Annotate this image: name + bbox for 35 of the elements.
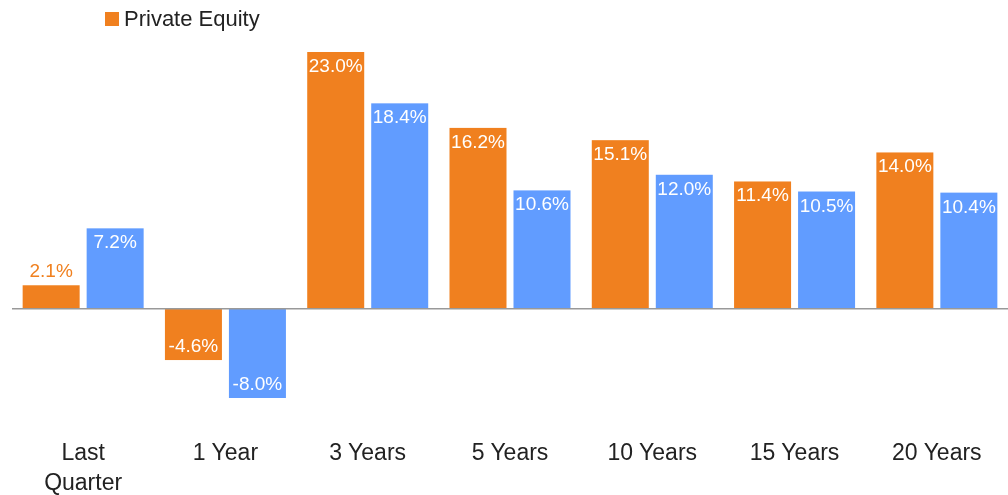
data-label: 10.4% — [941, 195, 996, 217]
data-label: 7.2% — [93, 231, 137, 253]
x-tick-label: 15 Years — [749, 439, 840, 465]
x-tick-label: 3 Years — [329, 439, 407, 465]
data-label: 12.0% — [657, 177, 712, 199]
bar — [228, 308, 286, 398]
data-label: 2.1% — [29, 260, 73, 282]
data-label: 14.0% — [877, 155, 932, 177]
legend-label: Private Equity — [124, 6, 260, 31]
data-label: 10.6% — [515, 193, 570, 215]
bar — [591, 140, 649, 309]
bar — [86, 228, 144, 309]
x-tick-label: 20 Years — [892, 439, 982, 465]
data-label: 11.4% — [736, 184, 789, 206]
bar — [449, 127, 507, 309]
bar — [876, 152, 934, 309]
x-tick-label: 10 Years — [607, 439, 698, 465]
bar — [798, 191, 856, 309]
x-tick-label: Last Quarter — [44, 439, 123, 495]
bar — [655, 174, 713, 309]
bar — [371, 103, 429, 309]
bar — [940, 192, 998, 309]
bar — [734, 181, 792, 309]
data-label: -8.0% — [232, 373, 283, 394]
data-label: -4.6% — [168, 335, 219, 357]
bar — [513, 190, 571, 309]
data-label: 23.0% — [308, 55, 363, 76]
x-tick-label: 5 Years — [471, 439, 549, 465]
x-tick-label: 1 Year — [192, 439, 259, 465]
data-label: 10.5% — [799, 194, 854, 216]
data-label: 16.2% — [451, 130, 506, 152]
data-label: 18.4% — [372, 106, 427, 128]
data-label: 15.1% — [593, 143, 648, 165]
bar — [22, 285, 80, 309]
bar — [307, 52, 365, 309]
